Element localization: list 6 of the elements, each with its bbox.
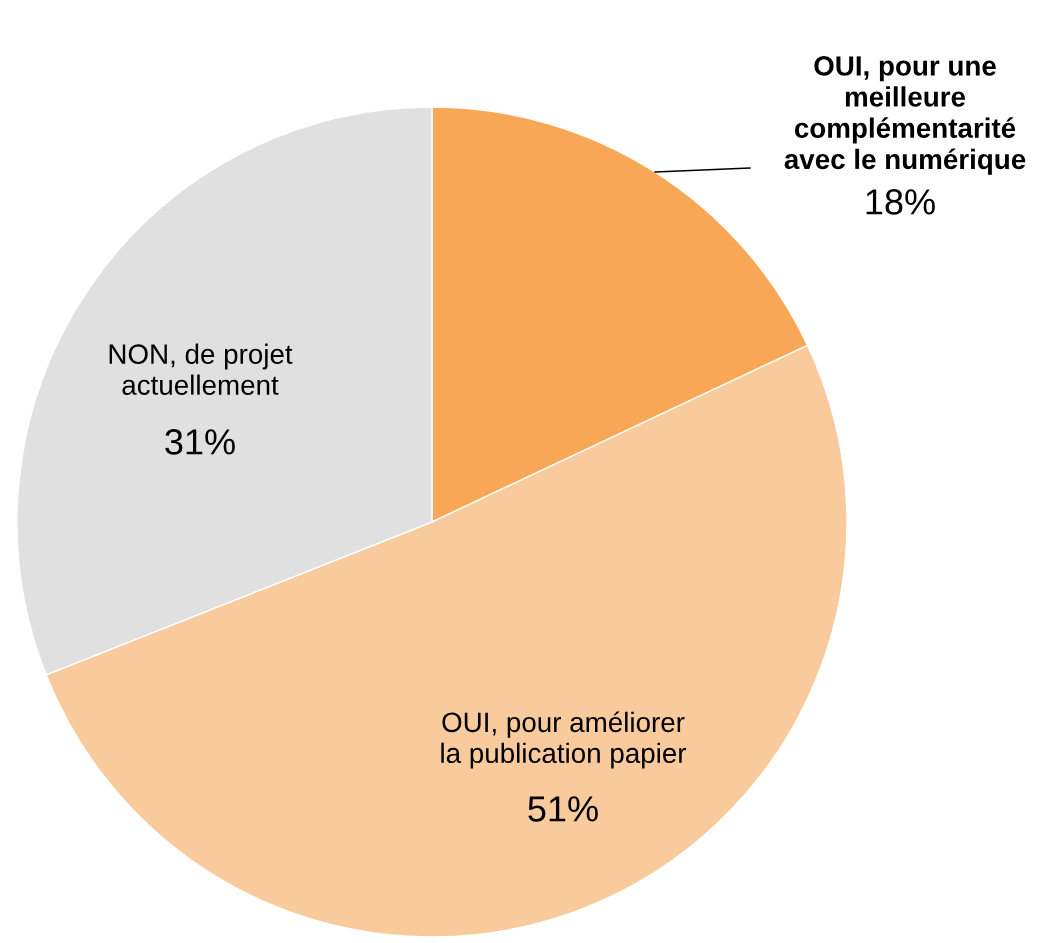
slice-label: OUI, pour améliorer la publication papier bbox=[441, 711, 687, 769]
slice-label: OUI, pour une meilleure complémentarité avec le numérique bbox=[784, 56, 1026, 175]
slice-label: NON, de projet actuellement bbox=[109, 343, 293, 395]
data-label: 18% bbox=[866, 189, 935, 215]
data-label: 31% bbox=[165, 429, 235, 455]
data-label: 51% bbox=[528, 796, 598, 822]
